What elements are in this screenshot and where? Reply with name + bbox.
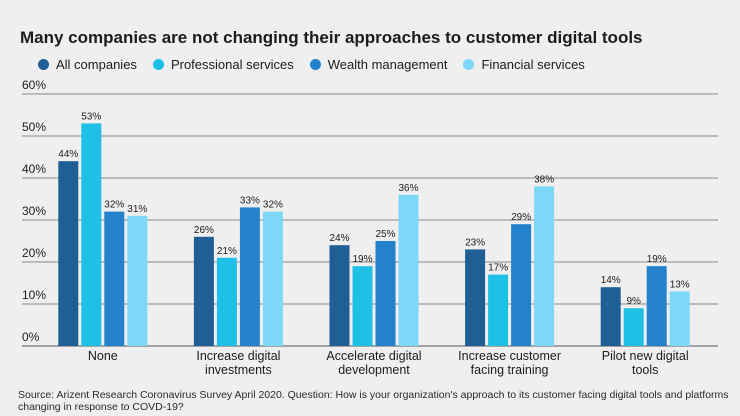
bar bbox=[511, 224, 532, 346]
bar bbox=[104, 211, 125, 346]
bar bbox=[398, 194, 419, 346]
bar bbox=[375, 241, 396, 346]
bar-value-label: 29% bbox=[511, 212, 531, 223]
bar-value-label: 23% bbox=[465, 237, 485, 248]
chart-title: Many companies are not changing their ap… bbox=[20, 28, 643, 47]
bar-value-label: 53% bbox=[81, 111, 101, 122]
bar bbox=[239, 207, 260, 346]
y-tick-label: 50% bbox=[22, 120, 46, 134]
x-category-label: development bbox=[338, 363, 410, 377]
legend-label-financial-services: Financial services bbox=[481, 57, 585, 72]
bar bbox=[646, 266, 667, 346]
bar-value-label: 36% bbox=[398, 183, 418, 194]
bar bbox=[600, 287, 621, 346]
bar-value-label: 19% bbox=[647, 254, 667, 265]
chart-legend: All companies Professional services Weal… bbox=[38, 57, 601, 72]
bar bbox=[623, 308, 644, 346]
y-tick-label: 40% bbox=[22, 162, 46, 176]
bar bbox=[216, 257, 237, 346]
bar bbox=[127, 215, 148, 346]
bar bbox=[81, 123, 102, 347]
legend-swatch-wealth-management bbox=[309, 59, 321, 70]
legend-swatch-all-companies bbox=[38, 59, 49, 70]
legend-item-financial-services: Financial services bbox=[463, 57, 585, 72]
bar-value-label: 32% bbox=[263, 200, 283, 211]
legend-label-professional-services: Professional services bbox=[170, 57, 294, 72]
bar bbox=[329, 245, 350, 346]
bar bbox=[465, 249, 486, 346]
x-category-label: Accelerate digital bbox=[326, 349, 421, 363]
bar-value-label: 24% bbox=[329, 233, 349, 244]
source-note: Source: Arizent Research Coronavirus Sur… bbox=[18, 389, 729, 413]
bar-value-label: 32% bbox=[104, 200, 124, 211]
y-tick-label: 60% bbox=[22, 78, 46, 92]
bar bbox=[262, 211, 283, 346]
bar-value-label: 19% bbox=[352, 254, 372, 265]
bar-value-label: 9% bbox=[626, 296, 641, 307]
bar-value-label: 14% bbox=[601, 275, 621, 286]
legend-item-wealth-management: Wealth management bbox=[309, 57, 448, 72]
bar bbox=[488, 274, 509, 346]
legend-item-professional-services: Professional services bbox=[152, 57, 294, 72]
legend-label-wealth-management: Wealth management bbox=[327, 57, 448, 72]
x-category-label: tools bbox=[632, 363, 658, 377]
x-category-label: None bbox=[88, 349, 118, 363]
bar bbox=[352, 266, 373, 346]
bar-value-label: 26% bbox=[194, 225, 214, 236]
x-category-label: Increase digital bbox=[196, 349, 280, 363]
legend-item-all-companies: All companies bbox=[38, 57, 137, 72]
bar-value-label: 13% bbox=[670, 279, 690, 290]
x-category-label: Pilot new digital bbox=[602, 349, 689, 363]
bar bbox=[193, 236, 214, 346]
bar bbox=[669, 291, 690, 346]
y-tick-label: 30% bbox=[22, 204, 46, 218]
bar-value-label: 38% bbox=[534, 174, 554, 185]
legend-swatch-financial-services bbox=[463, 59, 475, 70]
x-category-label: facing training bbox=[471, 363, 549, 377]
bar-value-label: 44% bbox=[58, 149, 78, 160]
bar-chart: 0%10%20%30%40%50%60%44%53%32% 31%None26%2… bbox=[22, 78, 718, 377]
y-tick-label: 0% bbox=[22, 330, 40, 344]
bar bbox=[58, 161, 79, 346]
bar-value-label: 33% bbox=[240, 195, 260, 206]
bar-value-label: 21% bbox=[217, 246, 237, 257]
bar-value-label: 17% bbox=[488, 263, 508, 274]
x-category-label: Increase customer bbox=[458, 349, 561, 363]
x-category-label: investments bbox=[205, 363, 272, 377]
bar-value-label: 31% bbox=[127, 204, 147, 215]
legend-swatch-professional-services bbox=[152, 59, 164, 70]
legend-label-all-companies: All companies bbox=[56, 57, 137, 72]
bar-value-label: 25% bbox=[375, 229, 395, 240]
y-tick-label: 20% bbox=[22, 246, 46, 260]
y-tick-label: 10% bbox=[22, 288, 46, 302]
bar bbox=[534, 186, 555, 346]
